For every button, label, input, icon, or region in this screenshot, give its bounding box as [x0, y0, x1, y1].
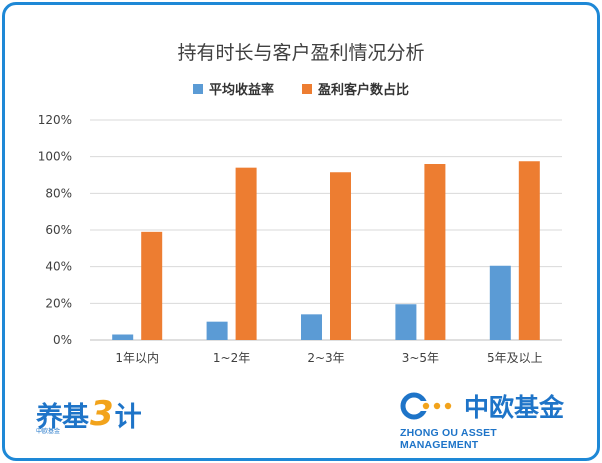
- bar-avg-return: [395, 304, 417, 340]
- bar-avg-return: [489, 265, 511, 340]
- legend-item-profit-ratio: 盈利客户数占比: [302, 79, 409, 98]
- y-tick-label: 0%: [53, 333, 72, 347]
- bar-avg-return: [301, 314, 322, 340]
- y-tick-label: 80%: [45, 186, 72, 200]
- yangji-logo-text1: 养基: [36, 401, 89, 433]
- legend-label-profit-ratio: 盈利客户数占比: [318, 83, 410, 98]
- yangji-logo: 养基 3 计 中欧基金: [36, 394, 142, 435]
- bar-profit-ratio: [330, 172, 351, 340]
- chart-legend: 平均收益率 盈利客户数占比: [0, 79, 602, 98]
- x-tick-label: 1年以内: [115, 351, 159, 365]
- bar-avg-return: [206, 321, 228, 340]
- x-tick-label: 2~3年: [307, 351, 344, 365]
- y-tick-label: 40%: [45, 260, 72, 274]
- y-tick-label: 20%: [45, 296, 72, 310]
- yangji-logo-text2: 计: [114, 401, 142, 433]
- zhongou-logo-name: 中欧基金: [464, 393, 565, 422]
- yangji-logo-subtext: 中欧基金: [36, 428, 61, 435]
- y-tick-label: 100%: [38, 150, 72, 164]
- bar-profit-ratio: [424, 164, 446, 340]
- bar-profit-ratio: [141, 231, 163, 340]
- y-tick-label: 60%: [45, 223, 72, 237]
- legend-label-avg-return: 平均收益率: [208, 83, 274, 98]
- chart-title: 持有时长与客户盈利情况分析: [177, 42, 425, 64]
- x-tick-label: 1~2年: [213, 351, 250, 365]
- zhongou-logo: 中欧基金 ZHONG OU ASSET MANAGEMENT: [400, 388, 576, 451]
- legend-item-avg-return: 平均收益率: [192, 79, 274, 98]
- x-tick-label: 3~5年: [402, 351, 439, 365]
- zhongou-dots-icon: [400, 392, 452, 420]
- bar-avg-return: [112, 334, 134, 340]
- bar-profit-ratio: [235, 167, 257, 340]
- bar-profit-ratio: [518, 161, 540, 340]
- legend-swatch-avg-return: [192, 83, 203, 94]
- legend-swatch-profit-ratio: [302, 83, 312, 94]
- x-tick-label: 5年及以上: [487, 351, 543, 365]
- y-tick-label: 120%: [38, 113, 72, 127]
- zhongou-logo-english: ZHONG OU ASSET MANAGEMENT: [400, 427, 497, 451]
- yangji-logo-number: 3: [90, 394, 114, 434]
